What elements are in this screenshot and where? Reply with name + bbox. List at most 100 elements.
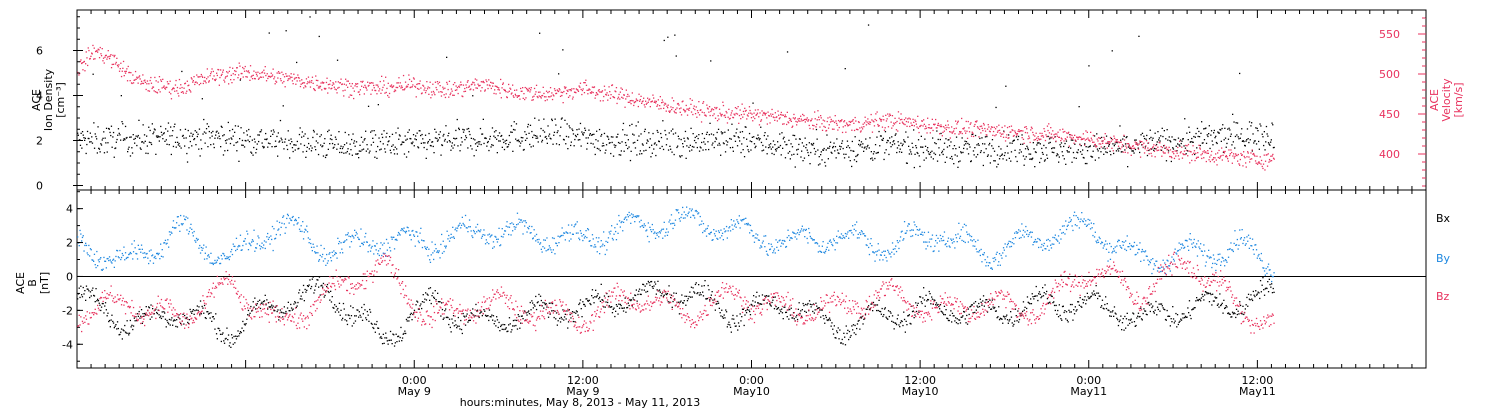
bottom-point xyxy=(722,317,724,319)
top-point xyxy=(227,72,229,74)
top-point xyxy=(237,125,239,127)
top-point xyxy=(739,131,741,133)
bottom-point xyxy=(665,293,667,295)
top-point xyxy=(217,68,219,71)
bottom-point xyxy=(1002,315,1005,317)
top-point xyxy=(290,73,292,75)
top-point xyxy=(458,86,461,88)
bottom-point xyxy=(116,321,119,323)
top-point xyxy=(1074,139,1076,141)
top-point xyxy=(956,155,958,157)
top-point xyxy=(970,160,972,163)
top-point xyxy=(1040,157,1042,160)
top-point xyxy=(551,118,553,120)
bottom-point xyxy=(269,306,271,309)
top-point xyxy=(144,81,147,83)
bottom-point xyxy=(633,299,635,301)
bottom-point xyxy=(279,309,281,311)
bottom-point xyxy=(112,320,114,323)
top-point xyxy=(804,137,806,139)
top-point xyxy=(967,153,970,155)
top-point xyxy=(576,129,578,131)
top-point xyxy=(831,152,833,154)
top-point xyxy=(1012,135,1015,137)
top-point xyxy=(772,116,774,118)
top-point xyxy=(305,78,308,80)
bottom-point xyxy=(1121,329,1123,331)
bottom-point xyxy=(1208,301,1211,303)
bottom-point xyxy=(1254,295,1256,298)
top-point xyxy=(919,165,921,168)
bottom-point xyxy=(1054,309,1056,312)
bottom-point xyxy=(150,304,152,306)
top-point xyxy=(1100,146,1102,148)
top-point xyxy=(558,88,560,90)
bottom-point xyxy=(453,325,455,327)
bottom-point xyxy=(369,311,372,313)
top-point xyxy=(1125,147,1128,149)
top-point xyxy=(849,124,851,126)
bottom-point xyxy=(864,314,867,316)
bottom-point xyxy=(509,323,511,325)
top-point xyxy=(1187,155,1189,157)
top-point xyxy=(1009,142,1011,144)
top-point xyxy=(1231,151,1233,154)
top-point xyxy=(665,144,668,146)
top-point xyxy=(618,154,620,156)
bottom-point xyxy=(511,329,513,331)
top-point xyxy=(444,96,447,99)
top-point xyxy=(1149,129,1151,131)
top-point xyxy=(430,97,432,99)
top-point xyxy=(1270,155,1272,157)
top-point xyxy=(1048,123,1050,125)
top-point xyxy=(794,118,796,120)
top-point xyxy=(891,144,894,146)
top-point xyxy=(553,134,555,136)
top-point xyxy=(311,147,313,149)
top-point xyxy=(179,129,182,131)
bottom-point xyxy=(492,319,494,321)
top-point xyxy=(1230,149,1232,151)
top-point xyxy=(157,135,159,137)
bottom-point xyxy=(1266,287,1268,290)
bottom-point xyxy=(492,315,495,317)
bottom-point xyxy=(94,301,96,303)
top-point xyxy=(518,95,520,97)
top-point xyxy=(306,83,308,85)
bottom-point xyxy=(1014,320,1016,322)
bottom-point xyxy=(338,302,341,304)
bottom-point xyxy=(235,338,238,340)
top-point xyxy=(855,155,857,158)
bottom-point xyxy=(374,331,376,333)
bottom-point xyxy=(935,304,937,306)
bottom-point xyxy=(1042,287,1044,289)
top-point xyxy=(1268,158,1271,161)
top-point xyxy=(499,92,501,94)
top-point xyxy=(451,142,453,144)
bottom-point xyxy=(391,343,393,345)
top-point xyxy=(1096,145,1098,147)
top-point xyxy=(1246,139,1248,141)
top-point xyxy=(864,116,866,118)
top-point xyxy=(304,133,306,135)
top-point xyxy=(702,102,704,104)
bottom-point xyxy=(1184,315,1187,317)
top-point xyxy=(1245,162,1247,164)
top-point xyxy=(1106,151,1108,154)
bottom-point xyxy=(413,309,416,311)
bottom-point xyxy=(389,330,392,333)
top-point xyxy=(1062,131,1064,133)
top-point xyxy=(123,75,125,77)
bottom-point xyxy=(1211,304,1213,306)
top-point xyxy=(1139,141,1141,143)
top-point xyxy=(1237,153,1239,156)
bottom-point xyxy=(675,292,677,294)
bottom-point xyxy=(745,312,748,314)
top-point xyxy=(843,157,846,159)
top-point xyxy=(130,136,132,138)
top-point xyxy=(96,138,98,140)
top-point xyxy=(486,145,488,147)
top-point xyxy=(949,131,951,133)
bottom-point xyxy=(1040,297,1042,299)
top-point xyxy=(446,81,448,84)
